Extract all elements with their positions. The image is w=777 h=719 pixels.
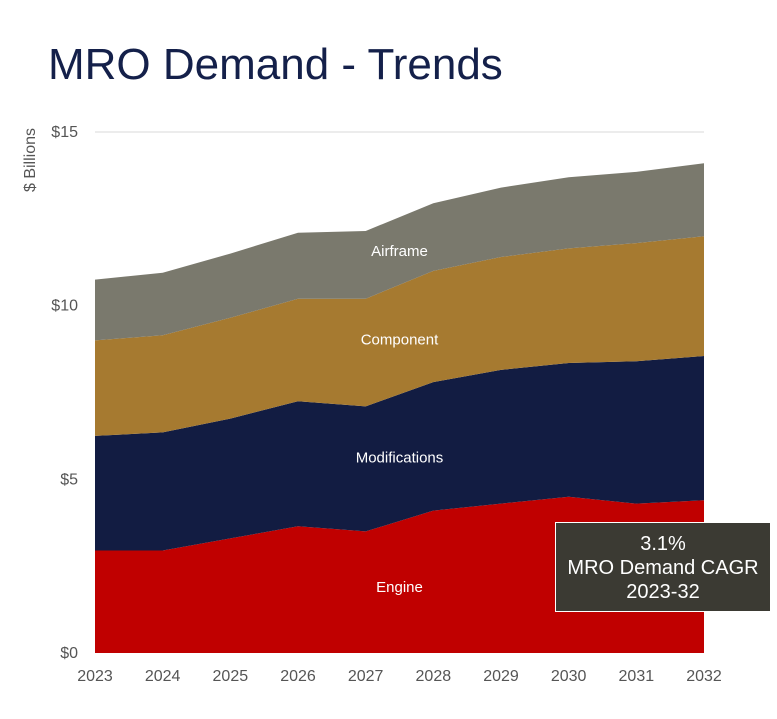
cagr-callout: 3.1% MRO Demand CAGR 2023-32 — [555, 522, 771, 612]
x-tick-label: 2024 — [145, 668, 181, 685]
x-tick-label: 2030 — [551, 668, 587, 685]
x-tick-label: 2029 — [483, 668, 519, 685]
y-tick-label: $0 — [60, 645, 78, 662]
area-component — [95, 236, 704, 436]
x-tick-label: 2026 — [280, 668, 316, 685]
x-tick-label: 2032 — [686, 668, 722, 685]
cagr-value: 3.1% — [640, 533, 686, 555]
cagr-label: MRO Demand CAGR — [567, 557, 759, 579]
x-tick-label: 2025 — [213, 668, 249, 685]
series-label-airframe: Airframe — [371, 243, 428, 260]
y-tick-labels: $0 $5 $10 $15 — [51, 124, 78, 662]
x-tick-label: 2031 — [619, 668, 655, 685]
x-tick-labels: 2023 2024 2025 2026 2027 2028 2029 2030 2031 2032 — [77, 668, 722, 685]
series-label-engine: Engine — [376, 579, 423, 596]
series-label-component: Component — [361, 332, 439, 349]
y-tick-label: $15 — [51, 124, 78, 141]
x-tick-label: 2028 — [416, 668, 452, 685]
page-title: MRO Demand - Trends — [48, 40, 503, 89]
area-airframe — [95, 163, 704, 341]
series-label-modifications: Modifications — [356, 450, 444, 467]
area-modifications — [95, 356, 704, 551]
y-tick-label: $10 — [51, 298, 78, 315]
x-tick-label: 2023 — [77, 668, 113, 685]
cagr-period: 2023-32 — [626, 581, 700, 603]
area-series-group — [95, 163, 704, 653]
x-tick-label: 2027 — [348, 668, 384, 685]
series-labels: Engine Modifications Component Airframe — [356, 243, 444, 596]
y-tick-label: $5 — [60, 471, 78, 488]
y-axis-label: $ Billions — [22, 128, 39, 192]
area-engine — [95, 496, 704, 653]
